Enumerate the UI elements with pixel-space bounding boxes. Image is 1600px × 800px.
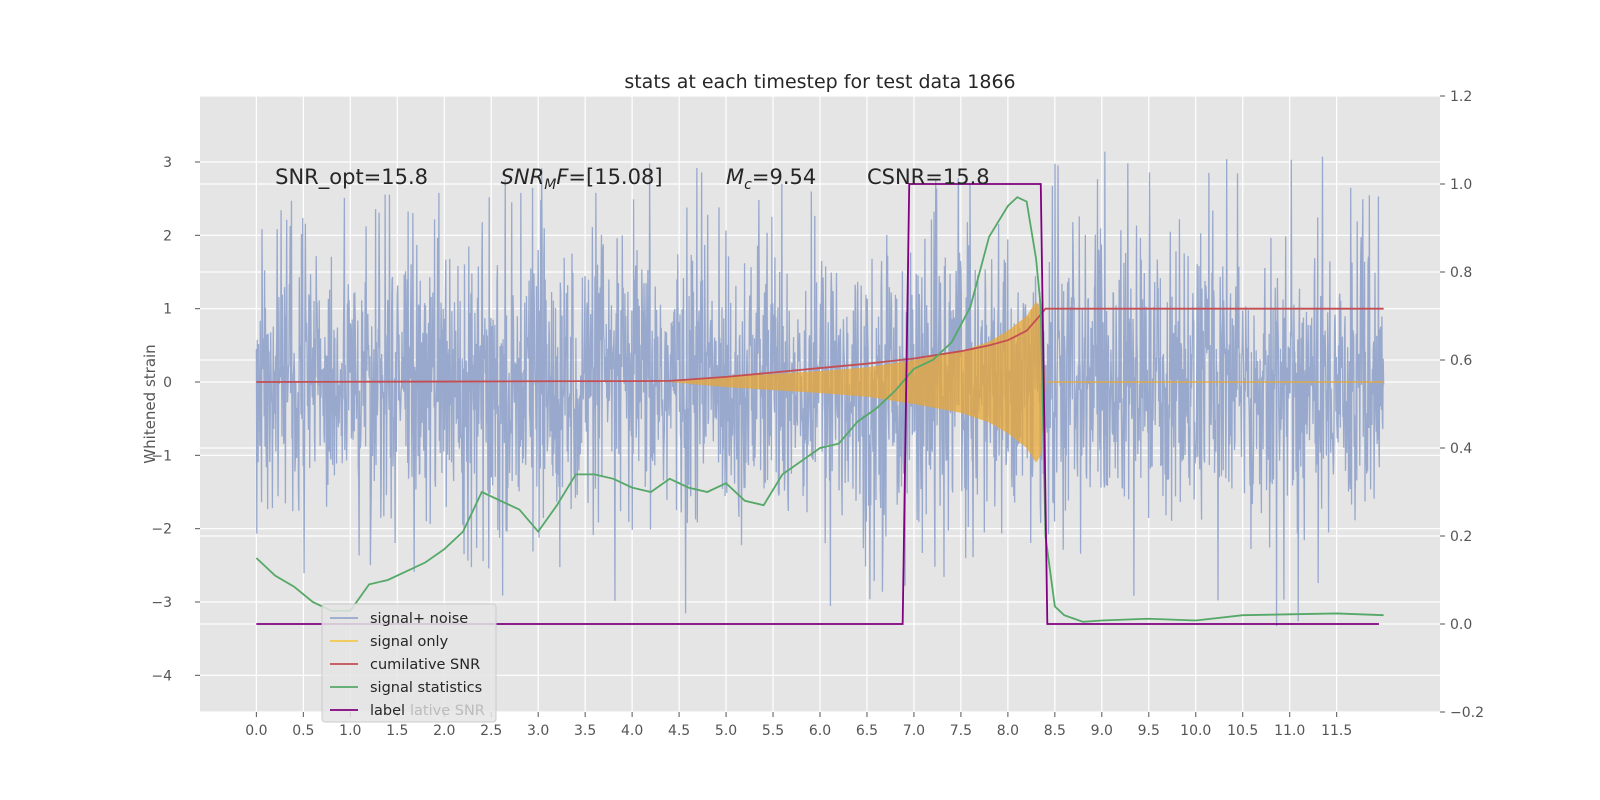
legend-label: label: [370, 703, 405, 719]
y-tick-label: −4: [151, 668, 172, 684]
signal-only-fill: [669, 301, 1051, 463]
y-axis-left: 3 2 1 0 −1 −2 −3 −4: [151, 155, 200, 684]
signal-only-series: [669, 301, 1384, 463]
x-tick-label: 11.5: [1321, 723, 1352, 739]
y2-tick-label: 0.0: [1450, 617, 1472, 633]
x-tick-label: 7.0: [903, 723, 925, 739]
x-tick-label: 9.0: [1091, 723, 1113, 739]
signal-noise-series: [255, 151, 1385, 627]
line-series: [255, 183, 1384, 625]
x-tick-label: 3.5: [574, 723, 596, 739]
x-tick-label: 0.5: [292, 723, 314, 739]
y-tick-label: −2: [151, 522, 172, 538]
y2-tick-label: 1.0: [1450, 177, 1472, 193]
x-tick-label: 1.5: [386, 723, 408, 739]
legend-label: signal+ noise: [370, 611, 468, 627]
x-tick-label: 10.5: [1227, 723, 1258, 739]
x-tick-label: 5.0: [715, 723, 737, 739]
x-axis: 0.0 0.5 1.0 1.5 2.0 2.5 3.0 3.5 4.0 4.5 5.0 5.5 6.0 6…: [245, 712, 1352, 739]
y2-tick-label: 0.8: [1450, 265, 1472, 281]
annotation-text: SNRMF=[15.08]: [501, 165, 663, 193]
x-tick-label: 0.0: [245, 723, 267, 739]
annotation-text: CSNR=15.8: [867, 165, 990, 189]
signal-statistics-line: [255, 196, 1384, 623]
x-tick-label: 8.0: [997, 723, 1019, 739]
x-tick-label: 1.0: [339, 723, 361, 739]
x-tick-label: 11.0: [1274, 723, 1305, 739]
y-tick-label: −1: [151, 448, 172, 464]
legend: signal+ noise signal only cumilative SNR si…: [321, 603, 497, 723]
y-axis-label: Whitened strain: [141, 344, 159, 463]
annotation-text: SNR_opt=15.8: [275, 165, 428, 190]
x-tick-label: 6.5: [856, 723, 878, 739]
y2-tick-label: 0.6: [1450, 353, 1472, 369]
x-tick-label: 4.5: [668, 723, 690, 739]
x-tick-label: 5.5: [762, 723, 784, 739]
y-tick-label: −3: [151, 595, 172, 611]
y-tick-label: 0: [163, 375, 172, 391]
legend-overlap-text: lative SNR: [410, 703, 485, 719]
label-line: [256, 183, 1379, 625]
chart-title: stats at each timestep for test data 186…: [624, 71, 1015, 93]
y2-tick-label: −0.2: [1450, 705, 1484, 721]
x-tick-label: 3.0: [527, 723, 549, 739]
annotation-text: Mc=9.54: [726, 165, 816, 193]
x-tick-label: 9.5: [1138, 723, 1160, 739]
y-tick-label: 1: [163, 302, 172, 318]
x-tick-label: 2.5: [480, 723, 502, 739]
x-tick-label: 4.0: [621, 723, 643, 739]
cumilative-snr-line: [256, 307, 1384, 383]
legend-label: signal only: [370, 634, 449, 650]
signal-noise-line: [255, 151, 1385, 627]
y-axis-right: 1.2 1.0 0.8 0.6 0.4 0.2 0.0 −0.2: [1440, 89, 1484, 721]
x-tick-label: 10.0: [1180, 723, 1211, 739]
legend-label: cumilative SNR: [370, 657, 480, 673]
y-tick-label: 2: [163, 228, 172, 244]
y-tick-label: 3: [163, 155, 172, 171]
y2-tick-label: 1.2: [1450, 89, 1472, 105]
legend-box: [321, 603, 497, 723]
x-tick-label: 8.5: [1044, 723, 1066, 739]
y2-tick-label: 0.4: [1450, 441, 1472, 457]
y2-tick-label: 0.2: [1450, 529, 1472, 545]
legend-label: signal statistics: [370, 680, 482, 696]
x-tick-label: 7.5: [950, 723, 972, 739]
annotations: SNR_opt=15.8 SNRMF=[15.08] Mc=9.54 CSNR=15.…: [275, 165, 989, 193]
x-tick-label: 2.0: [433, 723, 455, 739]
x-tick-label: 6.0: [809, 723, 831, 739]
